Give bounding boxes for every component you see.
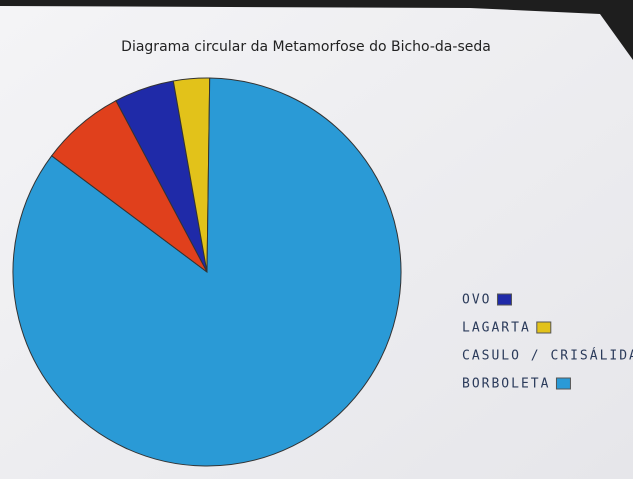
page: {"chart_data": {"type": "pie", "title": … xyxy=(0,0,633,479)
legend-swatch xyxy=(537,322,551,333)
legend-label: CASULO / CRISÁLIDA xyxy=(462,348,633,364)
legend-label: OVO xyxy=(462,293,491,308)
legend-swatch xyxy=(556,378,570,389)
legend-label: LAGARTA xyxy=(462,321,531,336)
legend-label: BORBOLETA xyxy=(462,377,550,392)
pie xyxy=(13,78,401,466)
chart: Diagrama circular da Metamorfose do Bich… xyxy=(0,0,633,479)
chart-title: Diagrama circular da Metamorfose do Bich… xyxy=(121,39,491,55)
legend-swatch xyxy=(497,294,511,305)
